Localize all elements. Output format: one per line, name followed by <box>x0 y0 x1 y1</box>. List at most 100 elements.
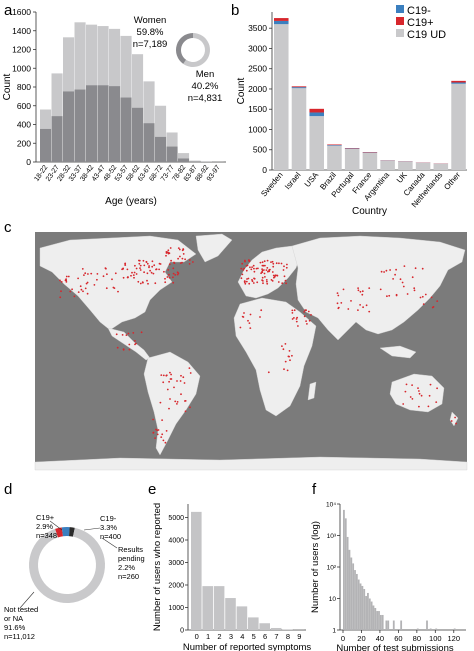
f-bar <box>385 620 388 630</box>
map-location-dot <box>83 274 85 276</box>
map-location-dot <box>134 340 136 342</box>
map-location-dot <box>172 276 174 279</box>
map-user-locations <box>59 247 457 444</box>
new-zealand <box>449 411 459 427</box>
map-location-dot <box>241 273 244 276</box>
b-x-axis-label: Country <box>352 206 387 217</box>
f-bar <box>359 583 362 630</box>
map-location-dot <box>90 272 93 275</box>
d-donut-slice <box>69 527 75 537</box>
f-bar <box>392 620 395 630</box>
map-location-dot <box>165 254 167 257</box>
map-location-dot <box>249 266 251 269</box>
map-location-dot <box>133 271 136 274</box>
map-location-dot <box>361 293 364 296</box>
map-location-dot <box>286 263 288 266</box>
africa <box>233 297 317 417</box>
a-y-tick-label: 400 <box>17 120 31 130</box>
b-bar-c19ud <box>291 88 307 170</box>
f-bar <box>368 598 371 630</box>
e-y-tick-label: 5000 <box>168 515 184 522</box>
a-donut-women-pct: 59.8% <box>137 27 164 38</box>
map-location-dot <box>148 266 150 269</box>
map-location-dot <box>389 269 391 271</box>
a-bar-men <box>120 97 132 162</box>
b-x-tick-label: Other <box>442 170 462 191</box>
d-leader-line <box>101 537 118 549</box>
f-bar <box>453 628 456 630</box>
a-x-axis-label: Age (years) <box>105 196 157 207</box>
map-location-dot <box>253 267 255 270</box>
map-location-dot <box>261 271 263 273</box>
d-leader-line <box>19 591 35 609</box>
map-location-dot <box>168 407 170 410</box>
map-location-dot <box>132 274 135 276</box>
map-location-dot <box>244 260 246 263</box>
map-location-dot <box>418 390 420 392</box>
panel-a-age-histogram: 0200400600800100012001400160018-2223-272… <box>2 7 226 207</box>
b-bar-c19ud <box>309 116 324 170</box>
madagascar <box>307 381 317 401</box>
map-location-dot <box>149 269 152 272</box>
map-location-dot <box>113 287 116 289</box>
d-slice-label: pending <box>118 554 145 563</box>
map-location-dot <box>266 267 269 269</box>
f-x-tick-label: 100 <box>429 634 442 643</box>
a-bar-men <box>74 89 86 162</box>
map-location-dot <box>395 294 398 297</box>
map-location-dot <box>121 334 124 336</box>
map-location-dot <box>270 261 272 263</box>
e-bar <box>191 511 202 630</box>
a-bar-women <box>97 26 109 86</box>
map-location-dot <box>418 392 421 395</box>
e-bar <box>202 586 213 630</box>
f-x-tick-label: 40 <box>376 634 384 643</box>
panel-b-country-bars: 0500100015002000250030003500SwedenIsrael… <box>236 5 467 217</box>
f-y-tick-label: 10⁴ <box>326 502 336 509</box>
b-bar-c19 <box>327 145 342 146</box>
map-location-dot <box>82 290 84 293</box>
map-location-dot <box>87 273 89 275</box>
f-bar <box>367 592 369 630</box>
map-location-dot <box>420 394 423 397</box>
map-location-dot <box>73 295 76 298</box>
map-location-dot <box>413 289 416 292</box>
map-location-dot <box>266 259 269 262</box>
map-location-dot <box>411 384 413 386</box>
map-location-dot <box>409 396 412 398</box>
map-location-dot <box>359 290 362 293</box>
map-location-dot <box>141 281 144 283</box>
a-bar-women <box>40 109 52 129</box>
map-location-dot <box>134 264 136 267</box>
map-location-dot <box>394 273 396 276</box>
b-bar-c19 <box>451 82 466 84</box>
map-location-dot <box>306 323 308 325</box>
map-location-dot <box>337 306 340 309</box>
map-location-dot <box>65 281 68 283</box>
map-location-dot <box>189 406 191 409</box>
map-location-dot <box>143 271 146 274</box>
map-location-dot <box>242 269 245 271</box>
a-bar-men <box>86 85 98 162</box>
e-bar <box>236 606 248 630</box>
map-location-dot <box>308 319 311 322</box>
map-location-dot <box>111 278 113 281</box>
map-location-dot <box>271 271 274 273</box>
map-location-dot <box>182 253 185 255</box>
f-bar <box>374 607 377 630</box>
b-bar-c19 <box>309 112 324 117</box>
e-x-axis-label: Number of reported symptoms <box>183 642 312 651</box>
map-location-dot <box>260 309 263 312</box>
map-location-dot <box>402 285 405 288</box>
map-location-dot <box>281 282 284 285</box>
map-location-dot <box>151 265 154 268</box>
map-location-dot <box>168 273 170 276</box>
map-location-dot <box>184 258 187 261</box>
map-location-dot <box>284 360 287 363</box>
map-location-dot <box>244 282 247 285</box>
map-location-dot <box>435 401 438 403</box>
map-location-dot <box>357 287 359 289</box>
map-location-dot <box>280 262 283 265</box>
